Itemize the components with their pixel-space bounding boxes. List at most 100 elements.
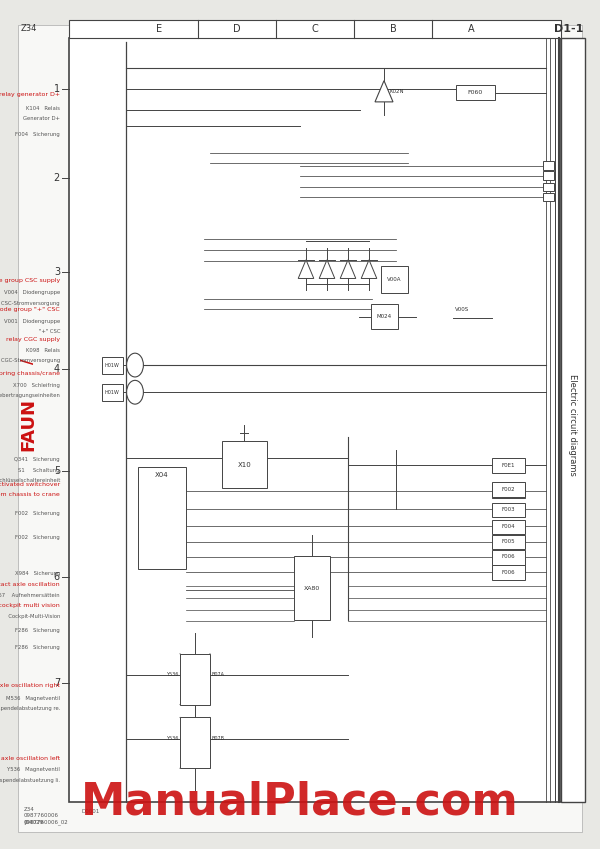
Bar [543, 193, 554, 201]
Bar [492, 550, 525, 565]
Text: Y536: Y536 [166, 672, 178, 678]
Text: F005: F005 [502, 539, 515, 544]
Text: F006: F006 [502, 554, 515, 559]
Text: Z34: Z34 [21, 25, 37, 33]
Text: C: C [311, 24, 319, 34]
Text: K67    Aufnehmersättein: K67 Aufnehmersättein [0, 593, 60, 598]
Text: F286   Sicherung: F286 Sicherung [15, 628, 60, 633]
Text: H01W: H01W [105, 363, 119, 368]
Text: Achspendelabstuetzung re.: Achspendelabstuetzung re. [0, 706, 60, 711]
Text: F004: F004 [502, 524, 515, 529]
Text: F003: F003 [502, 507, 515, 512]
Text: K104   Relais: K104 Relais [26, 106, 60, 111]
Bar [492, 482, 525, 497]
Text: sol. valve axle oscillation left: sol. valve axle oscillation left [0, 756, 60, 761]
Text: A: A [467, 24, 475, 34]
Text: F002   Sicherung: F002 Sicherung [15, 535, 60, 540]
Text: F002   cockpit multi vision: F002 cockpit multi vision [0, 603, 60, 608]
Text: Uebertragungseinheiten: Uebertragungseinheiten [0, 393, 60, 398]
Bar [102, 384, 123, 401]
Text: XA80: XA80 [304, 586, 320, 591]
Text: B: B [389, 24, 397, 34]
Text: X10: X10 [238, 462, 251, 469]
Bar [492, 503, 525, 517]
Text: D0001: D0001 [81, 809, 99, 814]
Text: X04: X04 [155, 472, 169, 479]
Bar [492, 535, 525, 549]
Bar [371, 304, 398, 329]
Text: F002: F002 [502, 488, 515, 493]
Text: CGC-Stromversorgung: CGC-Stromversorgung [0, 358, 60, 363]
Text: F286   Sicherung: F286 Sicherung [15, 645, 60, 650]
Text: F002   Sicherung: F002 Sicherung [15, 511, 60, 516]
Text: "+" CSC: "+" CSC [25, 329, 60, 335]
Text: diode group CSC supply: diode group CSC supply [0, 278, 60, 284]
Text: key-activated switchover: key-activated switchover [0, 482, 60, 487]
Text: B07A: B07A [211, 672, 224, 678]
Text: D1-1: D1-1 [554, 24, 584, 34]
Text: K02N: K02N [390, 89, 404, 94]
Text: Achspendelabstuetzung li.: Achspendelabstuetzung li. [0, 778, 60, 783]
Text: 0987760006_02: 0987760006_02 [24, 819, 69, 825]
Text: sol. valve axle oscillation right: sol. valve axle oscillation right [0, 683, 60, 689]
Text: F060: F060 [467, 90, 483, 95]
Text: relay generator D+: relay generator D+ [0, 92, 60, 97]
Text: slipring chassis/crane: slipring chassis/crane [0, 371, 60, 376]
Circle shape [127, 353, 143, 377]
Text: Cockpit-Multi-Vision: Cockpit-Multi-Vision [0, 614, 60, 619]
Text: M536   Magnetventil: M536 Magnetventil [6, 696, 60, 701]
Text: 7: 7 [54, 678, 60, 689]
Text: ManualPlace.com: ManualPlace.com [81, 781, 519, 824]
Text: S1     Schaltung: S1 Schaltung [19, 468, 60, 473]
Text: X700   Schleifring: X700 Schleifring [13, 383, 60, 388]
Text: V00A: V00A [387, 277, 401, 282]
Text: 1: 1 [54, 84, 60, 94]
Bar [180, 654, 210, 705]
Text: 4: 4 [54, 364, 60, 374]
Text: from chassis to crane: from chassis to crane [0, 492, 60, 498]
Text: Q341   Sicherung: Q341 Sicherung [14, 457, 60, 462]
Text: Z34
0987760006
J04029: Z34 0987760006 J04029 [24, 807, 59, 824]
Text: B07B: B07B [211, 736, 224, 741]
Text: K098   Relais: K098 Relais [26, 348, 60, 353]
Text: 6: 6 [54, 572, 60, 582]
Text: diode group "+" CSC: diode group "+" CSC [0, 307, 60, 312]
Text: 5: 5 [54, 466, 60, 476]
Text: F002: F002 [502, 486, 515, 492]
Polygon shape [319, 260, 335, 278]
Text: F004   Sicherung: F004 Sicherung [15, 132, 60, 137]
Bar [294, 556, 330, 620]
Bar [456, 85, 495, 100]
Circle shape [127, 380, 143, 404]
Bar [543, 183, 554, 191]
Bar [492, 458, 525, 473]
Text: V001   Diodengruppe: V001 Diodengruppe [4, 319, 60, 324]
Polygon shape [298, 260, 314, 278]
Text: relay CGC supply: relay CGC supply [6, 337, 60, 342]
Bar [138, 467, 186, 569]
Text: Y536   Magnetventil: Y536 Magnetventil [7, 767, 60, 773]
Text: 2: 2 [54, 173, 60, 183]
Text: X984   Sicherung: X984 Sicherung [14, 571, 60, 576]
Bar [381, 266, 408, 293]
Text: D: D [233, 24, 241, 34]
Text: 3: 3 [54, 267, 60, 277]
Polygon shape [340, 260, 356, 278]
Bar [69, 20, 561, 38]
Bar [180, 717, 210, 768]
Text: V00S: V00S [455, 307, 469, 312]
Text: F0E1: F0E1 [502, 463, 515, 468]
Text: CSC-Stromversorgung: CSC-Stromversorgung [0, 301, 60, 306]
Polygon shape [361, 260, 377, 278]
Bar [492, 520, 525, 534]
Text: Schlüsselschaltereinheit: Schlüsselschaltereinheit [0, 478, 60, 483]
Text: Electric circuit diagrams: Electric circuit diagrams [569, 374, 577, 475]
Text: H01W: H01W [105, 390, 119, 395]
Text: F006: F006 [502, 570, 515, 575]
Text: Y536: Y536 [166, 736, 178, 741]
Text: V004   Diodengruppe: V004 Diodengruppe [4, 290, 60, 295]
Text: relay contact axle oscillation: relay contact axle oscillation [0, 582, 60, 587]
Bar [222, 441, 267, 488]
Bar [102, 357, 123, 374]
Polygon shape [375, 81, 393, 102]
